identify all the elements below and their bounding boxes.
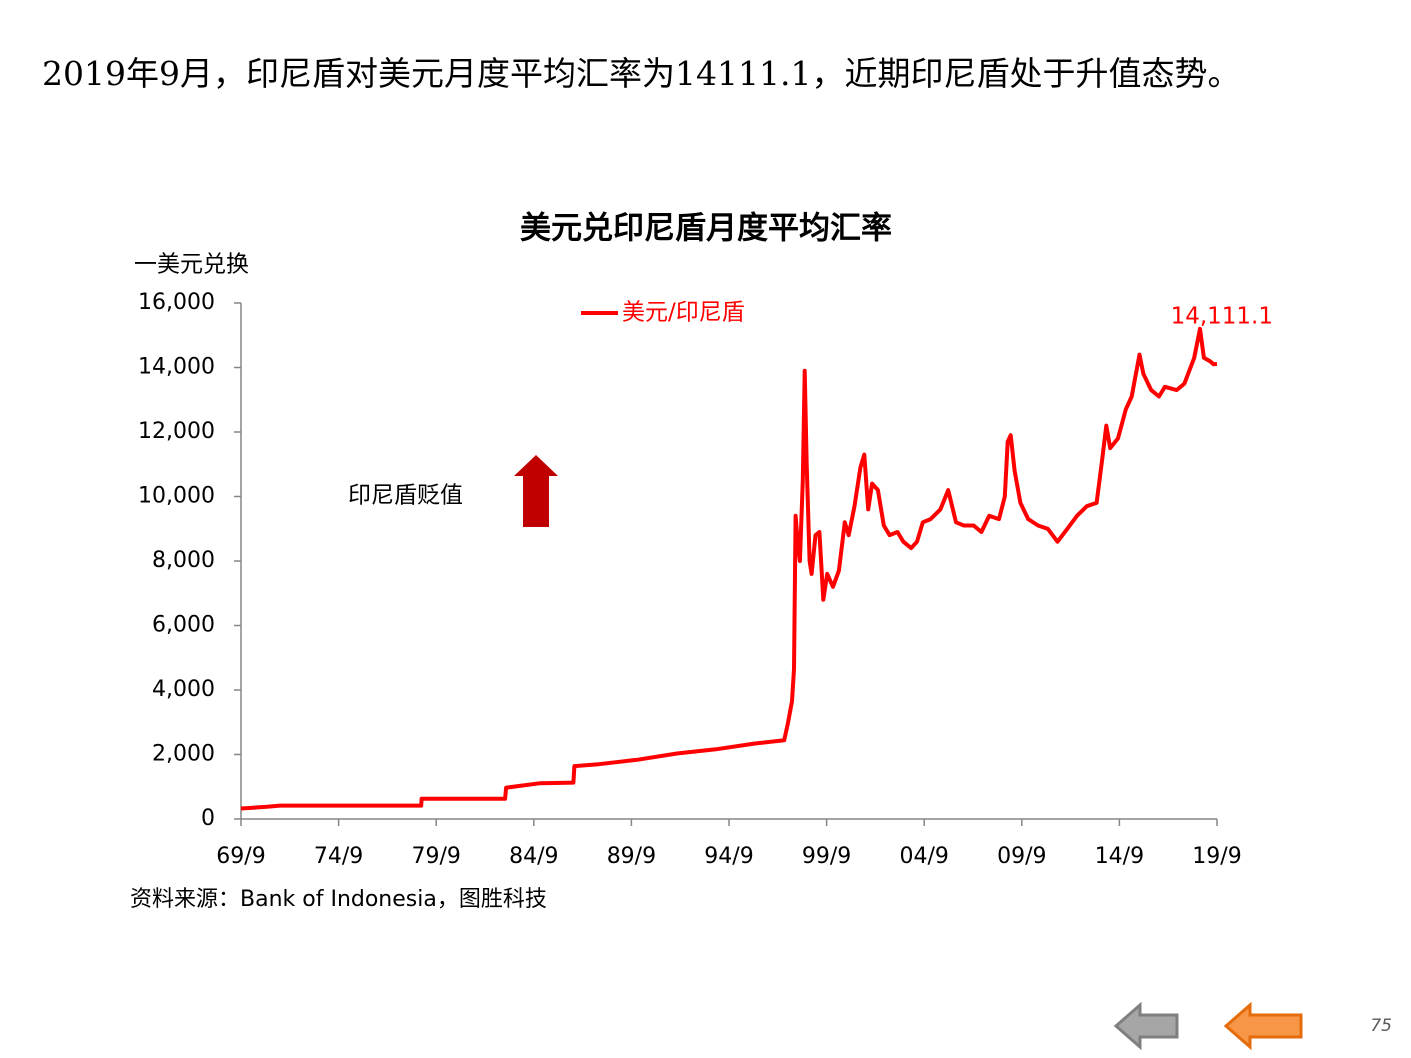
x-tick-label: 94/9 [704,844,753,869]
x-tick-label: 19/9 [1192,844,1241,869]
y-tick-label: 10,000 [138,484,215,509]
prev-button[interactable] [1113,1001,1179,1051]
chart-title: 美元兑印尼盾月度平均汇率 [520,211,892,247]
x-tick-label: 84/9 [509,844,558,869]
x-tick-label: 04/9 [899,844,948,869]
page-number: 75 [1370,1016,1392,1036]
up-arrow [514,455,558,527]
y-tick-label: 4,000 [152,677,215,702]
x-tick-label: 79/9 [411,844,460,869]
line [240,326,1218,811]
y-tick-label: 0 [201,806,215,831]
y-tick-label: 6,000 [152,613,215,638]
back-button[interactable] [1223,1001,1303,1051]
x-tick-label: 69/9 [216,844,265,869]
x-tick-label: 09/9 [997,844,1046,869]
legend-label: 美元/印尼盾 [622,300,745,326]
y-tick-label: 14,000 [138,355,215,380]
y-tick-label: 16,000 [138,290,215,315]
x-tick-label: 14/9 [1095,844,1144,869]
x-tick-label: 74/9 [314,844,363,869]
y-tick-label: 8,000 [152,548,215,573]
x-tick-label: 89/9 [607,844,656,869]
heading: 2019年9月，印尼盾对美元月度平均汇率为14111.1，近期印尼盾处于升值态势… [42,54,1241,93]
y-tick-label: 2,000 [152,742,215,767]
value-label: 14,111.1 [1171,304,1273,330]
y-axis-label: 一美元兑换 [134,252,249,278]
y-tick-label: 12,000 [138,419,215,444]
source: 资料来源：Bank of Indonesia，图胜科技 [130,887,547,912]
x-tick-label: 99/9 [802,844,851,869]
annotation: 印尼盾贬值 [348,483,463,509]
